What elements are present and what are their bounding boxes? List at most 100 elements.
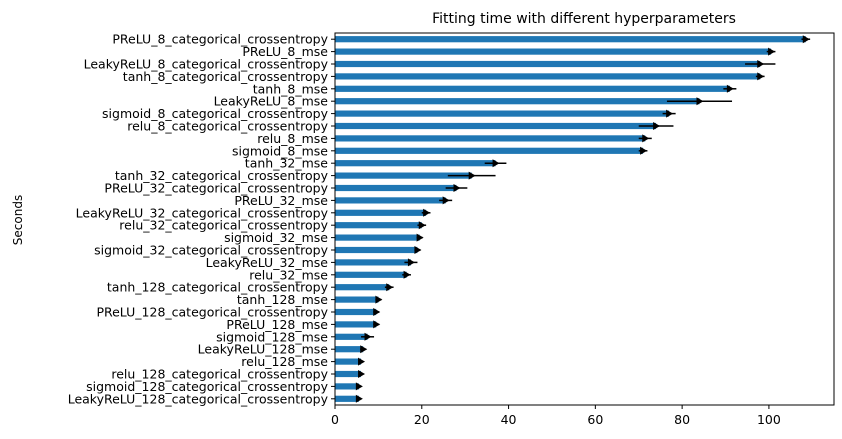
x-tick-label: 40 bbox=[501, 412, 517, 427]
plot-frame bbox=[334, 32, 835, 406]
bar bbox=[335, 110, 670, 117]
y-tick-label: LeakyReLU_32_categorical_crossentropy bbox=[76, 205, 329, 220]
bar bbox=[335, 321, 377, 328]
y-tick-label: tanh_128_categorical_crossentropy bbox=[107, 280, 329, 295]
bar bbox=[335, 135, 646, 142]
y-tick-label: LeakyReLU_32_mse bbox=[206, 255, 329, 270]
bar bbox=[335, 36, 806, 43]
y-tick-label: relu_32_categorical_crossentropy bbox=[119, 218, 328, 233]
y-tick-labels: PReLU_8_categorical_crossentropyPReLU_8_… bbox=[68, 32, 335, 406]
mean-marker bbox=[726, 84, 734, 93]
mean-marker bbox=[358, 357, 366, 366]
bar bbox=[335, 209, 427, 216]
mean-marker bbox=[423, 208, 431, 217]
y-tick-label: tanh_32_mse bbox=[245, 156, 329, 171]
y-tick-label: sigmoid_128_categorical_crossentropy bbox=[86, 379, 328, 394]
mean-marker bbox=[442, 196, 450, 205]
bar bbox=[335, 259, 411, 266]
mean-marker bbox=[373, 320, 381, 329]
mean-marker bbox=[386, 283, 394, 292]
bar bbox=[335, 284, 390, 291]
mean-marker bbox=[492, 159, 500, 168]
chart-title: Fitting time with different hyperparamet… bbox=[432, 11, 736, 27]
bar bbox=[335, 197, 446, 204]
y-tick-label: PReLU_32_categorical_crossentropy bbox=[104, 181, 328, 196]
y-tick-label: sigmoid_32_mse bbox=[224, 230, 328, 245]
mean-marker bbox=[407, 258, 415, 267]
y-tick-label: PReLU_128_categorical_crossentropy bbox=[96, 305, 328, 320]
mean-marker bbox=[360, 345, 368, 354]
bar bbox=[335, 122, 657, 130]
error-bars-group bbox=[355, 35, 811, 403]
mean-marker bbox=[418, 221, 426, 230]
mean-marker bbox=[640, 146, 648, 155]
y-tick-label: relu_128_mse bbox=[241, 354, 328, 369]
mean-marker bbox=[355, 382, 363, 391]
bar bbox=[335, 308, 377, 316]
y-tick-label: relu_8_categorical_crossentropy bbox=[127, 119, 328, 134]
mean-marker bbox=[414, 246, 422, 254]
y-tick-label: PReLU_32_mse bbox=[234, 193, 328, 208]
y-tick-label: LeakyReLU_8_categorical_crossentropy bbox=[84, 57, 329, 72]
mean-marker bbox=[373, 308, 381, 316]
bars-group bbox=[335, 36, 806, 402]
y-tick-label: PReLU_8_categorical_crossentropy bbox=[112, 32, 328, 47]
bar bbox=[335, 48, 772, 55]
bar bbox=[335, 358, 362, 365]
y-tick-label: sigmoid_128_mse bbox=[216, 329, 328, 344]
bar bbox=[335, 346, 364, 353]
bar bbox=[335, 333, 368, 340]
y-tick-label: tanh_32_categorical_crossentropy bbox=[115, 168, 329, 183]
bar bbox=[335, 172, 472, 179]
x-ticks: 0 20 40 60 80 100 bbox=[331, 405, 781, 427]
y-tick-label: relu_8_mse bbox=[257, 131, 328, 146]
mean-marker bbox=[453, 184, 461, 192]
bar bbox=[335, 147, 644, 154]
mean-marker bbox=[364, 332, 372, 341]
mean-marker bbox=[358, 370, 366, 378]
x-tick-label: 60 bbox=[587, 412, 603, 427]
bar bbox=[335, 73, 761, 80]
y-tick-label: tanh_8_mse bbox=[253, 81, 329, 96]
y-axis-label: Seconds bbox=[11, 195, 25, 245]
bar bbox=[335, 395, 359, 402]
mean-marker bbox=[757, 72, 765, 81]
mean-marker bbox=[696, 97, 704, 106]
mean-marker bbox=[653, 122, 661, 130]
bar bbox=[335, 234, 420, 241]
mean-marker bbox=[768, 47, 776, 56]
y-tick-label: relu_128_categorical_crossentropy bbox=[111, 367, 328, 382]
bar bbox=[335, 85, 730, 92]
x-tick-label: 100 bbox=[757, 412, 781, 427]
y-tick-label: PReLU_8_mse bbox=[242, 44, 328, 59]
y-tick-label: LeakyReLU_128_categorical_crossentropy bbox=[68, 391, 329, 406]
x-tick-label: 20 bbox=[414, 412, 430, 427]
bar bbox=[335, 60, 761, 68]
x-tick-label: 0 bbox=[331, 412, 339, 427]
mean-marker bbox=[355, 394, 363, 403]
y-tick-label: PReLU_128_mse bbox=[226, 317, 328, 332]
bar bbox=[335, 246, 418, 254]
mean-marker bbox=[642, 134, 650, 143]
y-tick-label: sigmoid_32_categorical_crossentropy bbox=[94, 243, 329, 258]
y-tick-label: tanh_128_mse bbox=[237, 292, 328, 307]
y-tick-label: LeakyReLU_8_mse bbox=[214, 94, 329, 109]
bar bbox=[335, 271, 407, 278]
bar bbox=[335, 383, 359, 390]
y-tick-label: relu_32_mse bbox=[249, 267, 328, 282]
mean-marker bbox=[416, 233, 424, 242]
bar bbox=[335, 370, 362, 378]
mean-marker bbox=[375, 295, 383, 304]
y-tick-label: sigmoid_8_categorical_crossentropy bbox=[102, 106, 329, 121]
x-tick-label: 80 bbox=[674, 412, 690, 427]
mean-marker bbox=[403, 270, 411, 279]
y-tick-label: tanh_8_categorical_crossentropy bbox=[123, 69, 329, 84]
mean-marker bbox=[468, 171, 476, 180]
bar bbox=[335, 160, 496, 167]
y-tick-label: LeakyReLU_128_mse bbox=[198, 342, 329, 357]
bar bbox=[335, 184, 457, 192]
bar bbox=[335, 222, 422, 229]
mean-marker bbox=[666, 109, 674, 118]
bar bbox=[335, 296, 379, 303]
